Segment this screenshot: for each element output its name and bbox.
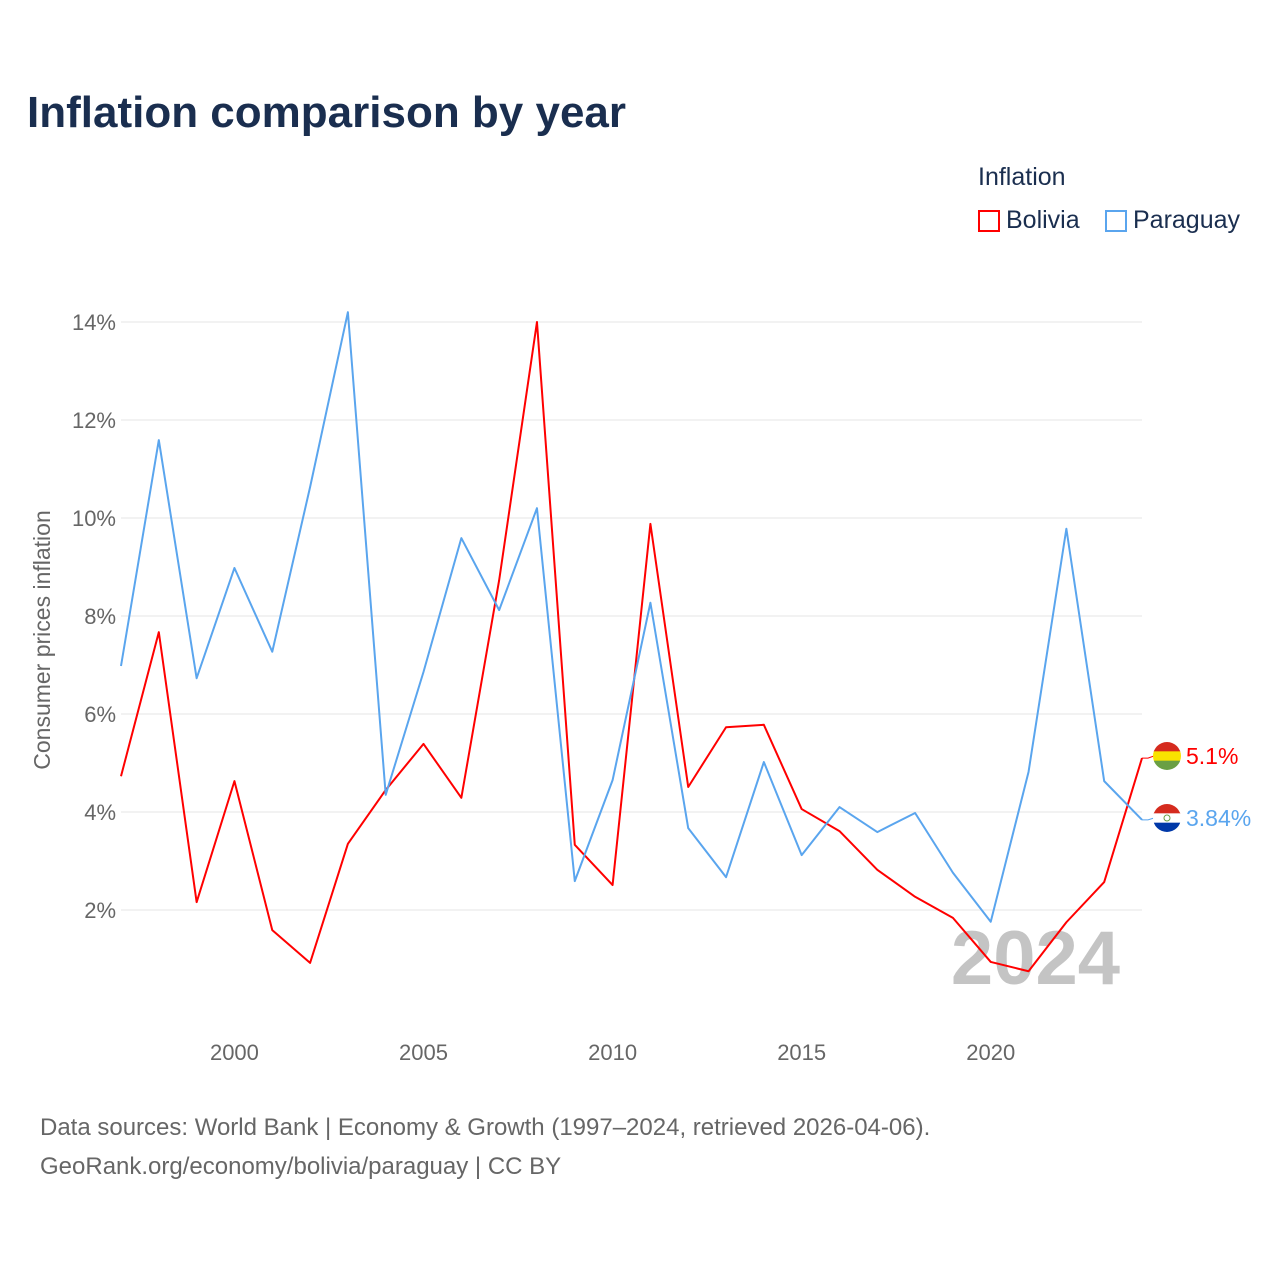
legend-swatch-bolivia (978, 209, 1000, 232)
end-value-label-bolivia: 5.1% (1186, 743, 1238, 769)
legend-label: Paraguay (1133, 206, 1241, 234)
end-value-label-paraguay: 3.84% (1186, 805, 1251, 831)
y-tick-label: 6% (84, 702, 116, 727)
legend-title: Inflation (978, 163, 1066, 191)
y-tick-label: 14% (72, 310, 116, 335)
x-tick-label: 2005 (399, 1040, 448, 1065)
end-label-connector (1142, 755, 1155, 759)
legend-swatch-paraguay (1105, 209, 1127, 232)
footer-link[interactable]: GeoRank.org/economy/bolivia/paraguay | C… (40, 1153, 562, 1180)
series-line-paraguay (120, 311, 1143, 923)
y-tick-label: 8% (84, 604, 116, 629)
series-line-bolivia (120, 321, 1143, 973)
bolivia-flag-icon (1153, 742, 1181, 770)
legend-label: Bolivia (1006, 206, 1080, 234)
end-label-connector (1142, 817, 1155, 821)
y-tick-label: 2% (84, 898, 116, 923)
legend-item-bolivia[interactable]: Bolivia (978, 206, 1080, 235)
y-axis-label: Consumer prices inflation (29, 510, 55, 770)
footer-sources: Data sources: World Bank | Economy & Gro… (40, 1114, 931, 1141)
x-tick-label: 2000 (210, 1040, 259, 1065)
chart-title: Inflation comparison by year (27, 88, 627, 137)
x-tick-label: 2010 (588, 1040, 637, 1065)
y-tick-label: 12% (72, 408, 116, 433)
footer: Data sources: World Bank | Economy & Gro… (40, 1108, 930, 1186)
x-tick-label: 2020 (966, 1040, 1015, 1065)
x-tick-label: 2015 (777, 1040, 826, 1065)
year-watermark: 2024 (951, 916, 1120, 1001)
paraguay-flag-icon (1153, 804, 1181, 832)
y-tick-label: 10% (72, 506, 116, 531)
y-tick-label: 4% (84, 800, 116, 825)
legend-item-paraguay[interactable]: Paraguay (1105, 206, 1240, 235)
